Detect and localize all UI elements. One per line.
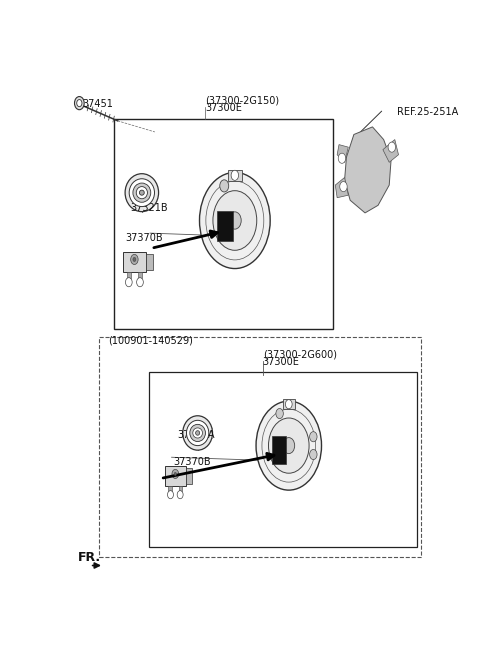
Polygon shape	[337, 145, 348, 162]
Circle shape	[228, 212, 241, 229]
Polygon shape	[345, 127, 391, 213]
Circle shape	[137, 278, 144, 286]
Circle shape	[133, 258, 136, 261]
Ellipse shape	[195, 431, 200, 435]
Ellipse shape	[190, 424, 205, 442]
Text: REF.25-251A: REF.25-251A	[396, 106, 458, 117]
Circle shape	[286, 399, 292, 409]
Circle shape	[338, 153, 346, 164]
Circle shape	[168, 491, 173, 499]
Ellipse shape	[193, 428, 203, 438]
Circle shape	[388, 142, 396, 152]
Text: (37300-2G600): (37300-2G600)	[263, 350, 337, 359]
Circle shape	[283, 438, 295, 453]
Circle shape	[213, 191, 257, 250]
Text: 37370B: 37370B	[173, 457, 211, 466]
Circle shape	[74, 97, 84, 110]
Bar	[127, 272, 131, 278]
Ellipse shape	[186, 420, 209, 445]
Text: 37451: 37451	[83, 99, 113, 109]
Ellipse shape	[125, 173, 158, 212]
Bar	[114, 120, 334, 329]
Circle shape	[310, 449, 317, 460]
Circle shape	[220, 180, 228, 192]
Bar	[149, 373, 417, 547]
Text: 37370B: 37370B	[125, 233, 163, 243]
Circle shape	[172, 469, 179, 478]
Text: FR.: FR.	[78, 551, 101, 564]
Circle shape	[231, 170, 239, 181]
Bar	[283, 399, 295, 409]
Circle shape	[125, 278, 132, 286]
Ellipse shape	[183, 416, 213, 450]
Circle shape	[200, 172, 270, 269]
Circle shape	[77, 100, 82, 106]
Bar	[123, 252, 145, 272]
Text: 37300E: 37300E	[263, 357, 300, 367]
Bar	[186, 468, 192, 484]
Circle shape	[131, 254, 138, 265]
Circle shape	[276, 409, 283, 419]
Ellipse shape	[139, 190, 144, 195]
Bar	[168, 486, 172, 491]
Bar	[99, 337, 421, 557]
Text: 37300E: 37300E	[205, 102, 242, 112]
Bar	[145, 254, 153, 270]
Circle shape	[174, 472, 177, 476]
Text: 37321B: 37321B	[130, 203, 168, 213]
Ellipse shape	[129, 179, 155, 206]
Text: (37300-2G150): (37300-2G150)	[205, 95, 279, 105]
Ellipse shape	[136, 187, 147, 198]
Bar	[272, 436, 287, 464]
Circle shape	[177, 491, 183, 499]
Bar	[179, 486, 182, 491]
Polygon shape	[383, 139, 398, 162]
Text: (100901-140529): (100901-140529)	[108, 335, 193, 346]
Circle shape	[310, 432, 317, 442]
Bar	[217, 211, 233, 241]
Circle shape	[340, 181, 347, 192]
Circle shape	[256, 401, 322, 490]
Ellipse shape	[133, 183, 151, 202]
Polygon shape	[335, 177, 348, 198]
Text: 37321A: 37321A	[177, 430, 215, 440]
Bar	[165, 466, 186, 486]
Bar	[228, 170, 241, 181]
Bar	[138, 272, 142, 278]
Circle shape	[268, 418, 309, 473]
